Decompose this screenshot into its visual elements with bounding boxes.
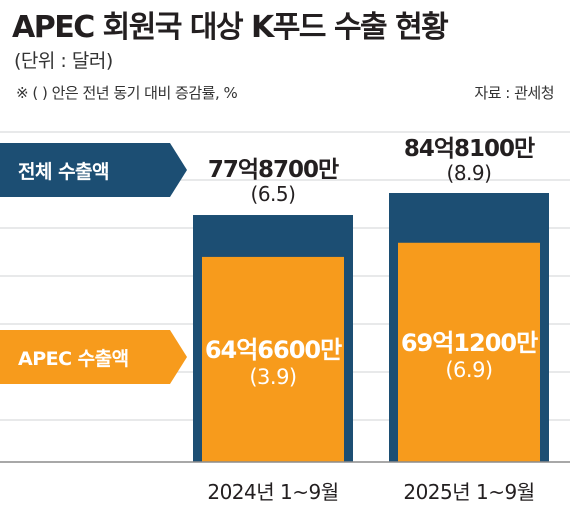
legend-apec-flag <box>0 330 187 384</box>
apec-value-label-2025: 69억1200만 <box>400 329 538 357</box>
total-growth-label-2025: (8.9) <box>446 161 492 185</box>
apec-growth-label-2024: (3.9) <box>249 365 297 389</box>
legend-apec-label: APEC 수출액 <box>18 348 129 370</box>
apec-value-label-2024: 64억6600만 <box>204 336 342 364</box>
apec-growth-label-2025: (6.9) <box>445 358 493 382</box>
total-value-label-2025: 84억8100만 <box>403 136 535 162</box>
legend-total-label: 전체 수출액 <box>18 161 110 183</box>
bars <box>193 193 549 462</box>
category-label-2025: 2025년 1~9월 <box>403 480 535 504</box>
category-label-2024: 2024년 1~9월 <box>207 480 339 504</box>
source-label: 자료 : 관세청 <box>474 84 554 102</box>
apec-bar-2025 <box>398 242 540 462</box>
legend-total-flag <box>0 143 187 197</box>
footnote: ※ ( ) 안은 전년 동기 대비 증감률, % <box>16 84 238 102</box>
total-growth-label-2024: (6.5) <box>250 182 296 206</box>
chart-title: APEC 회원국 대상 K푸드 수출 현황 <box>12 10 449 45</box>
total-value-label-2024: 77억8700만 <box>207 157 339 183</box>
apec-bar-2024 <box>202 256 344 462</box>
unit-label: (단위 : 달러) <box>14 50 113 72</box>
